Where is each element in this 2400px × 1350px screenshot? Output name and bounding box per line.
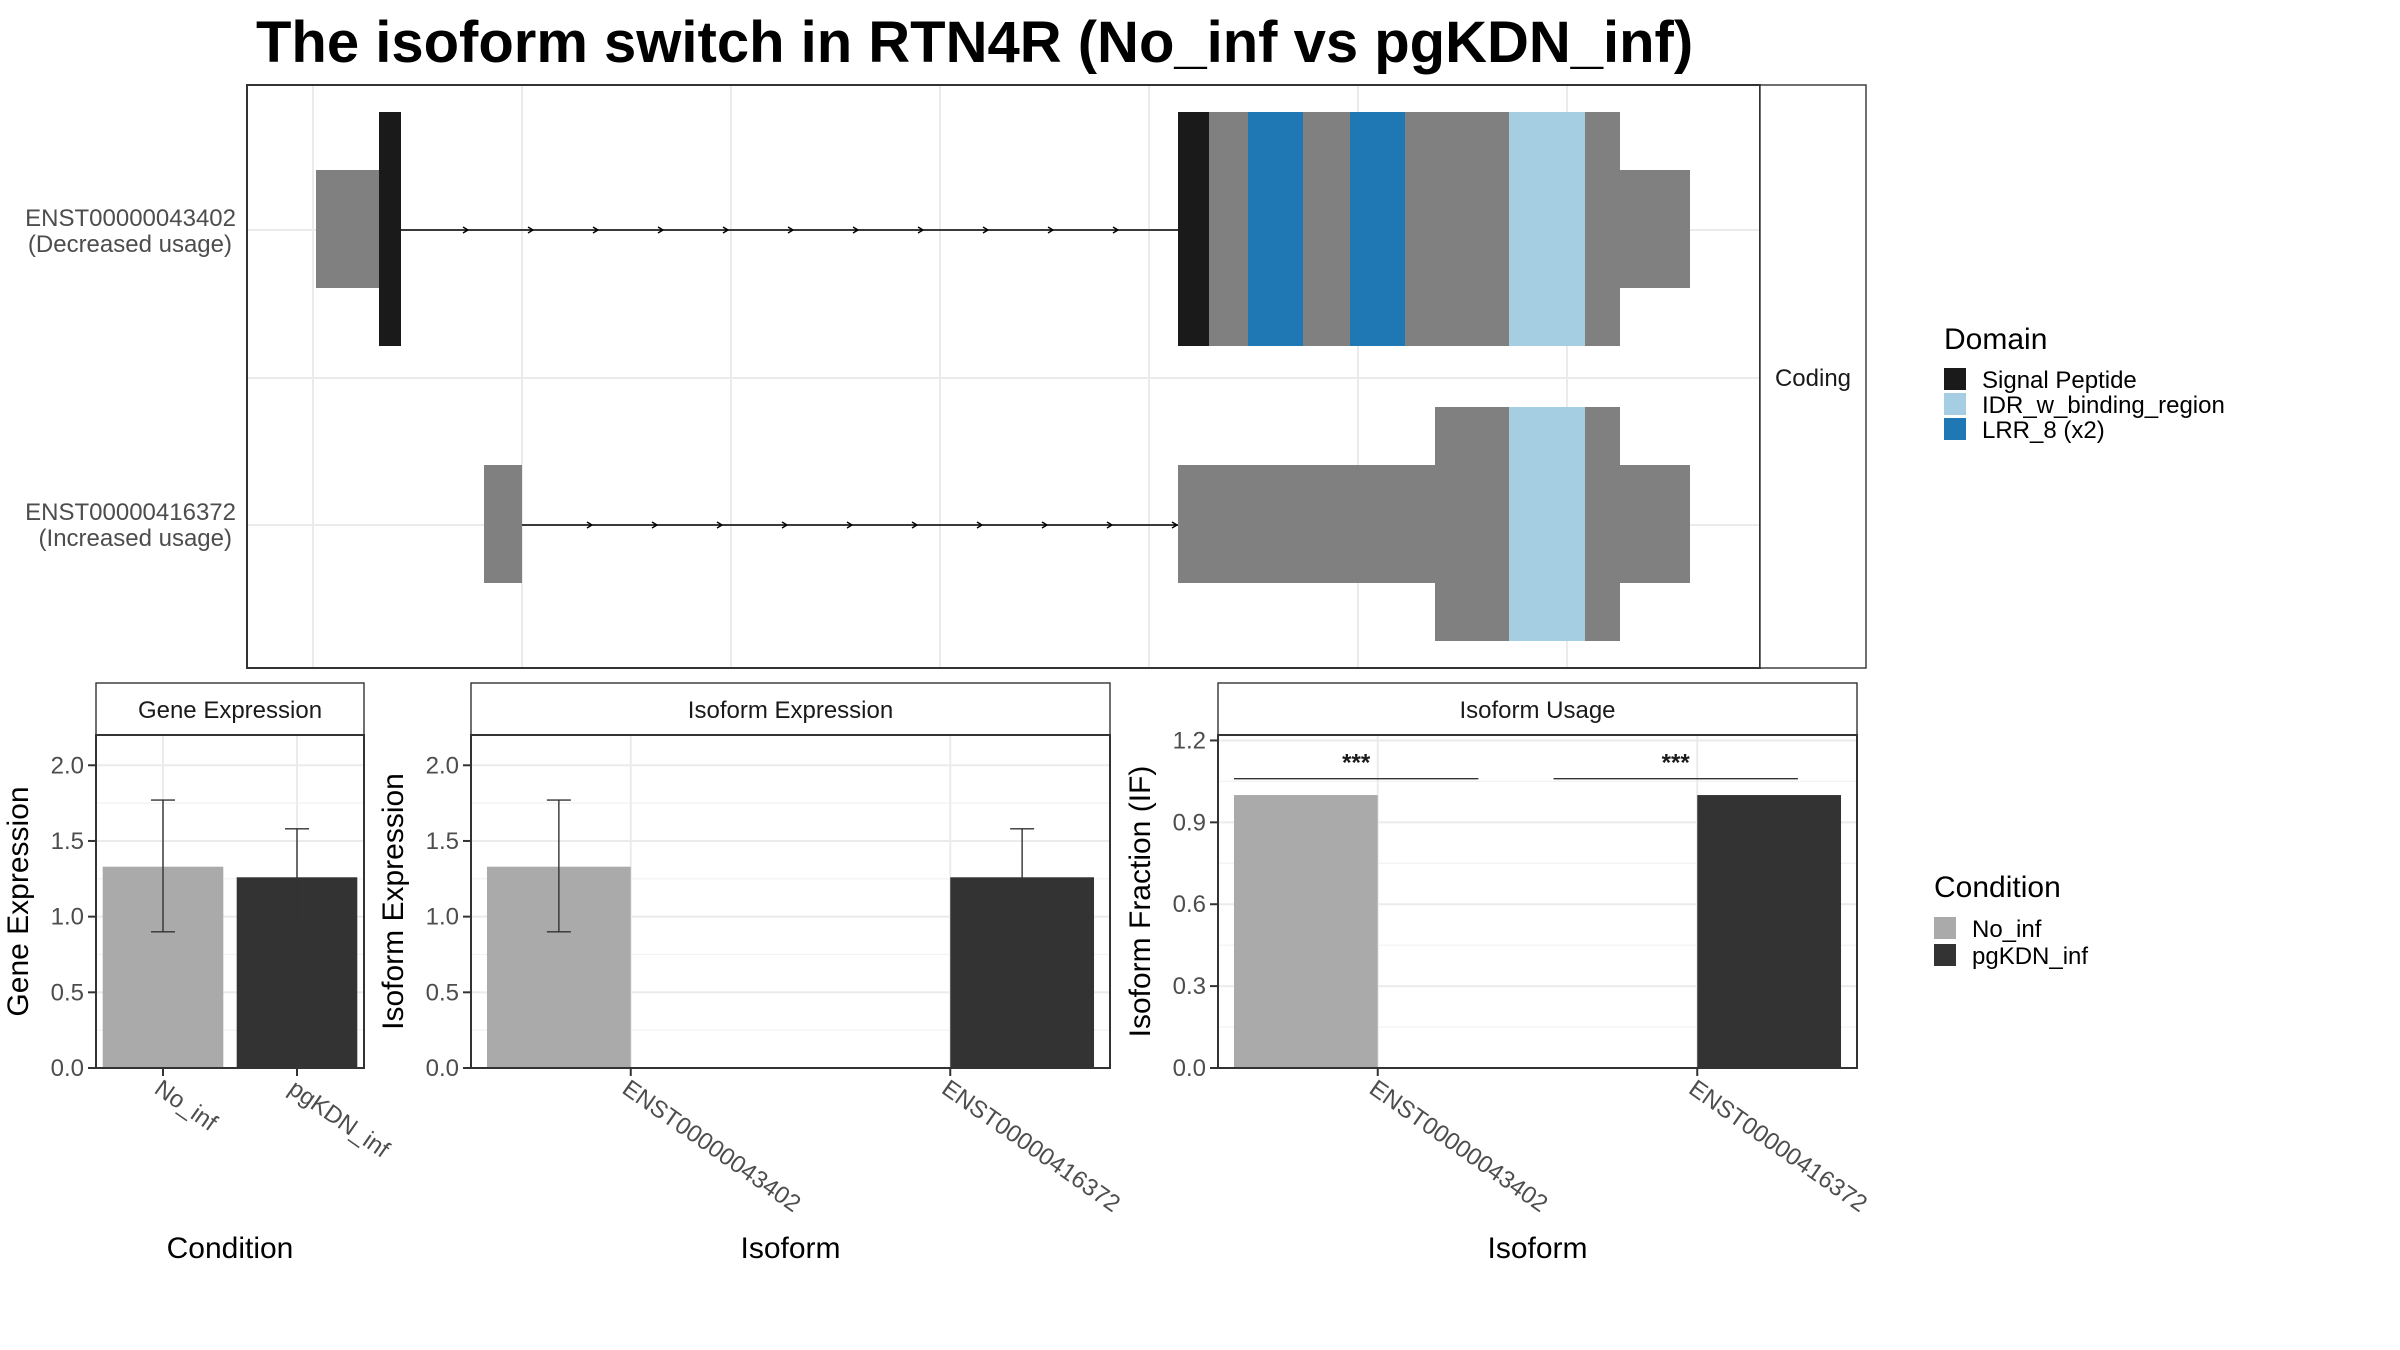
intron-arrow — [1106, 521, 1114, 529]
intron-arrow — [716, 521, 724, 529]
facet-strip — [1759, 84, 1867, 669]
y-axis-title: Gene Expression — [2, 786, 35, 1016]
intron-arrow — [651, 521, 659, 529]
chart-title: The isoform switch in RTN4R (No_inf vs p… — [256, 10, 1693, 75]
panel-border — [1217, 734, 1858, 1069]
isoform-label: ENST00000416372 — [25, 499, 236, 526]
facet-label: Gene Expression — [138, 697, 322, 724]
y-tick-label: 0.0 — [1173, 1055, 1206, 1082]
facet-strip — [1217, 682, 1858, 736]
legend-swatch — [1944, 393, 1966, 415]
significance-label: *** — [1342, 750, 1371, 777]
legend-label: Signal Peptide — [1982, 367, 2137, 394]
lrr-domain — [1248, 112, 1303, 346]
legend-swatch — [1934, 917, 1956, 939]
y-tick-label: 0.0 — [51, 1055, 84, 1082]
y-tick-label: 0.6 — [1173, 891, 1206, 918]
x-tick-label: pgKDN_inf — [284, 1075, 395, 1164]
y-axis-title: Isoform Fraction (IF) — [1124, 766, 1157, 1038]
x-tick-label: ENST00000416372 — [937, 1075, 1125, 1218]
isoform-usage-panel: Isoform Usage 0.0 0.3 0.6 0.9 1.2 *** *** ENST00… — [1124, 682, 1872, 1265]
isoform-expression-panel: Isoform Expression 0.0 0.5 1.0 1.5 2.0 ENST000… — [377, 682, 1125, 1265]
utr-exon — [1620, 170, 1690, 288]
x-axis-title: Condition — [167, 1232, 294, 1265]
idr-domain — [1509, 112, 1585, 346]
y-tick-label: 0.5 — [426, 979, 459, 1006]
y-tick-label: 0.3 — [1173, 973, 1206, 1000]
intron-arrow — [586, 521, 594, 529]
facet-label: Isoform Expression — [688, 697, 893, 724]
legend-title: Domain — [1944, 323, 2047, 356]
isoform-structure-panel: ENST00000043402(Decreased usage) ENST0000… — [25, 84, 1867, 669]
intron-arrow — [976, 521, 984, 529]
y-tick-label: 1.0 — [51, 904, 84, 931]
intron-arrow — [781, 521, 789, 529]
intron-arrow — [462, 226, 470, 234]
isoform-usage-label: (Decreased usage) — [28, 231, 232, 258]
facet-strip — [95, 682, 365, 736]
legend-label: LRR_8 (x2) — [1982, 417, 2105, 444]
gene-expression-panel: Gene Expression 0.0 0.5 1.0 1.5 2.0 No_inf pgKD… — [2, 682, 395, 1265]
legend-swatch — [1944, 418, 1966, 440]
y-tick-label: 1.0 — [426, 904, 459, 931]
intron-arrow — [917, 226, 925, 234]
legend-swatch — [1944, 368, 1966, 390]
y-tick-label: 2.0 — [51, 752, 84, 779]
isoform-usage-label: (Increased usage) — [39, 525, 232, 552]
intron-arrow — [722, 226, 730, 234]
utr-exon — [316, 170, 379, 288]
y-tick-label: 1.5 — [51, 828, 84, 855]
lrr-domain — [1350, 112, 1405, 346]
x-tick-label: ENST00000043402 — [617, 1075, 805, 1218]
facet-label: Isoform Usage — [1459, 697, 1615, 724]
bar — [1697, 795, 1842, 1068]
signal-peptide-domain — [1178, 112, 1209, 346]
significance-label: *** — [1662, 750, 1691, 777]
intron-arrow — [1112, 226, 1120, 234]
y-tick-label: 1.5 — [426, 828, 459, 855]
y-tick-label: 0.5 — [51, 979, 84, 1006]
y-tick-label: 0.9 — [1173, 809, 1206, 836]
idr-domain — [1509, 407, 1585, 641]
legend-label: pgKDN_inf — [1972, 943, 2088, 970]
x-axis-title: Isoform — [740, 1232, 840, 1265]
legend-label: IDR_w_binding_region — [1982, 392, 2225, 419]
intron-arrow — [1171, 521, 1179, 529]
x-tick-label: ENST00000416372 — [1684, 1075, 1872, 1218]
intron-arrow — [657, 226, 665, 234]
legend-title: Condition — [1934, 871, 2061, 904]
y-tick-label: 2.0 — [426, 752, 459, 779]
intron-arrow — [852, 226, 860, 234]
x-tick-label: ENST00000043402 — [1364, 1075, 1552, 1218]
panel-border — [95, 734, 365, 1069]
intron-arrow — [592, 226, 600, 234]
intron-arrow — [787, 226, 795, 234]
y-tick-label: 1.2 — [1173, 727, 1206, 754]
intron-arrow — [846, 521, 854, 529]
bar — [1233, 795, 1378, 1068]
isoform-label: ENST00000043402 — [25, 205, 236, 232]
panel-border — [470, 734, 1111, 1069]
domain-legend: Domain Signal PeptideIDR_w_binding_region… — [1944, 323, 2225, 444]
legend-label: No_inf — [1972, 916, 2042, 943]
y-axis-title: Isoform Expression — [377, 773, 410, 1030]
x-tick-label: No_inf — [150, 1075, 223, 1137]
utr-exon — [1178, 465, 1435, 583]
utr-exon — [1620, 465, 1690, 583]
intron-arrow — [1041, 521, 1049, 529]
intron-arrow — [982, 226, 990, 234]
intron-arrow — [527, 226, 535, 234]
intron-arrow — [911, 521, 919, 529]
intron-arrow — [1047, 226, 1055, 234]
signal-peptide-domain — [379, 112, 401, 346]
x-axis-title: Isoform — [1487, 1232, 1587, 1265]
y-tick-label: 0.0 — [426, 1055, 459, 1082]
facet-label: Coding — [1775, 365, 1851, 392]
utr-exon — [484, 465, 522, 583]
legend-swatch — [1934, 944, 1956, 966]
